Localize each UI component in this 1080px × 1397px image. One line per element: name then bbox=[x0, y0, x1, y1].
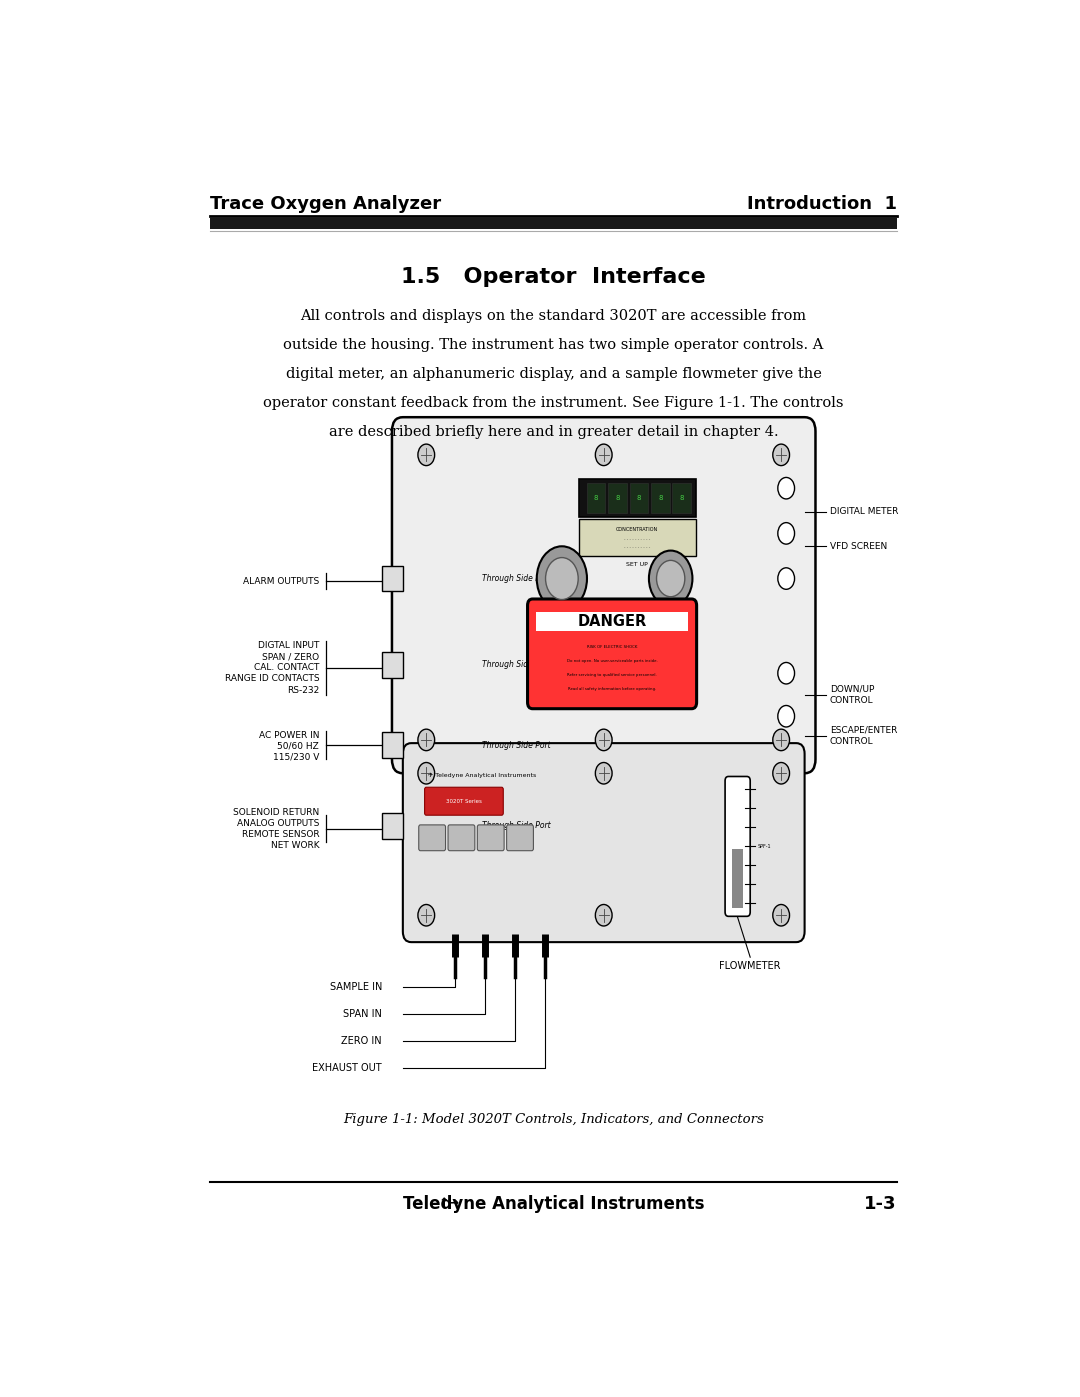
Text: SET UP: SET UP bbox=[626, 562, 648, 567]
Text: AC POWER IN
50/60 HZ
115/230 V: AC POWER IN 50/60 HZ 115/230 V bbox=[258, 731, 320, 761]
FancyBboxPatch shape bbox=[419, 824, 446, 851]
Bar bbox=[608, 483, 626, 513]
Circle shape bbox=[595, 444, 612, 465]
FancyBboxPatch shape bbox=[725, 777, 751, 916]
Circle shape bbox=[545, 557, 578, 599]
Text: 8: 8 bbox=[679, 495, 684, 502]
Text: operator constant feedback from the instrument. See Figure 1-1. The controls: operator constant feedback from the inst… bbox=[264, 397, 843, 411]
Bar bbox=[579, 479, 696, 517]
Text: 8: 8 bbox=[637, 495, 642, 502]
Text: EXHAUST OUT: EXHAUST OUT bbox=[312, 1063, 382, 1073]
Text: Through Side Port: Through Side Port bbox=[483, 574, 551, 583]
Bar bbox=[211, 218, 896, 229]
Text: FLOWMETER: FLOWMETER bbox=[719, 961, 781, 971]
Text: - - - - - - - - - -: - - - - - - - - - - bbox=[624, 536, 650, 541]
Text: SOLENOID RETURN
ANALOG OUTPUTS
REMOTE SENSOR
NET WORK: SOLENOID RETURN ANALOG OUTPUTS REMOTE SE… bbox=[233, 807, 320, 851]
Text: are described briefly here and in greater detail in chapter 4.: are described briefly here and in greate… bbox=[328, 425, 779, 439]
FancyBboxPatch shape bbox=[424, 788, 503, 816]
Bar bbox=[536, 612, 688, 631]
Circle shape bbox=[657, 560, 685, 597]
Text: ALARM OUTPUTS: ALARM OUTPUTS bbox=[243, 577, 320, 587]
Text: Introduction  1: Introduction 1 bbox=[746, 196, 896, 214]
Text: Through Side Port: Through Side Port bbox=[483, 740, 551, 750]
Text: 8: 8 bbox=[658, 495, 662, 502]
Text: ZERO IN: ZERO IN bbox=[341, 1037, 382, 1046]
Circle shape bbox=[778, 522, 795, 545]
Text: Through Side Port: Through Side Port bbox=[483, 821, 551, 830]
Circle shape bbox=[418, 763, 434, 784]
Text: Through Side Port: Through Side Port bbox=[483, 661, 551, 669]
Text: CONCENTRATION: CONCENTRATION bbox=[616, 527, 659, 532]
Circle shape bbox=[418, 444, 434, 465]
Text: Do not open. No user-serviceable parts inside.: Do not open. No user-serviceable parts i… bbox=[567, 659, 658, 664]
Circle shape bbox=[778, 478, 795, 499]
Text: ↑→: ↑→ bbox=[438, 1197, 459, 1210]
FancyBboxPatch shape bbox=[527, 599, 697, 708]
Circle shape bbox=[418, 729, 434, 750]
Bar bbox=[651, 483, 670, 513]
Text: - - - - - - - - - -: - - - - - - - - - - bbox=[624, 545, 650, 549]
Circle shape bbox=[595, 729, 612, 750]
Text: 8: 8 bbox=[594, 495, 598, 502]
Circle shape bbox=[773, 763, 789, 784]
Text: ✈ Teledyne Analytical Instruments: ✈ Teledyne Analytical Instruments bbox=[428, 773, 536, 778]
FancyBboxPatch shape bbox=[507, 824, 534, 851]
Text: Teledyne Analytical Instruments: Teledyne Analytical Instruments bbox=[403, 1194, 704, 1213]
Circle shape bbox=[595, 904, 612, 926]
Circle shape bbox=[537, 546, 588, 610]
Bar bbox=[382, 813, 403, 838]
FancyBboxPatch shape bbox=[448, 824, 475, 851]
Bar bbox=[588, 483, 606, 513]
Bar bbox=[382, 566, 403, 591]
Bar bbox=[673, 483, 691, 513]
Bar bbox=[382, 652, 403, 678]
Text: DANGER: DANGER bbox=[578, 615, 647, 629]
Circle shape bbox=[778, 705, 795, 726]
Text: 1-3: 1-3 bbox=[864, 1194, 896, 1213]
Text: SPF-1: SPF-1 bbox=[758, 844, 771, 849]
Circle shape bbox=[773, 444, 789, 465]
Text: Trace Oxygen Analyzer: Trace Oxygen Analyzer bbox=[211, 196, 442, 214]
Text: DIGTAL INPUT
SPAN / ZERO
CAL. CONTACT
RANGE ID CONTACTS
RS-232: DIGTAL INPUT SPAN / ZERO CAL. CONTACT RA… bbox=[225, 641, 320, 694]
FancyBboxPatch shape bbox=[477, 824, 504, 851]
Circle shape bbox=[649, 550, 692, 606]
Text: All controls and displays on the standard 3020T are accessible from: All controls and displays on the standar… bbox=[300, 309, 807, 323]
Bar bbox=[579, 520, 696, 556]
Circle shape bbox=[595, 763, 612, 784]
Bar bbox=[630, 483, 648, 513]
Circle shape bbox=[418, 904, 434, 926]
Text: SPAN IN: SPAN IN bbox=[343, 1009, 382, 1020]
Text: 1.5   Operator  Interface: 1.5 Operator Interface bbox=[401, 267, 706, 288]
Text: digital meter, an alphanumeric display, and a sample flowmeter give the: digital meter, an alphanumeric display, … bbox=[285, 367, 822, 381]
Text: DOWN/UP
CONTROL: DOWN/UP CONTROL bbox=[829, 685, 874, 704]
FancyBboxPatch shape bbox=[403, 743, 805, 942]
Text: ESCAPE/ENTER
CONTROL: ESCAPE/ENTER CONTROL bbox=[829, 725, 897, 746]
Circle shape bbox=[778, 567, 795, 590]
Text: Refer servicing to qualified service personnel.: Refer servicing to qualified service per… bbox=[567, 673, 657, 678]
Text: DIGITAL METER: DIGITAL METER bbox=[829, 507, 899, 517]
Circle shape bbox=[773, 904, 789, 926]
Text: outside the housing. The instrument has two simple operator controls. A: outside the housing. The instrument has … bbox=[283, 338, 824, 352]
Text: 8: 8 bbox=[616, 495, 620, 502]
Circle shape bbox=[778, 662, 795, 685]
Bar bbox=[732, 848, 743, 908]
Text: 3020T Series: 3020T Series bbox=[446, 799, 482, 803]
Text: SAMPLE IN: SAMPLE IN bbox=[329, 982, 382, 992]
Circle shape bbox=[773, 729, 789, 750]
Text: RISK OF ELECTRIC SHOCK: RISK OF ELECTRIC SHOCK bbox=[586, 645, 637, 650]
FancyBboxPatch shape bbox=[392, 418, 815, 774]
Bar bbox=[382, 732, 403, 759]
Text: VFD SCREEN: VFD SCREEN bbox=[829, 542, 887, 550]
Text: Figure 1-1: Model 3020T Controls, Indicators, and Connectors: Figure 1-1: Model 3020T Controls, Indica… bbox=[343, 1113, 764, 1126]
Text: Read all safety information before operating.: Read all safety information before opera… bbox=[568, 687, 657, 692]
